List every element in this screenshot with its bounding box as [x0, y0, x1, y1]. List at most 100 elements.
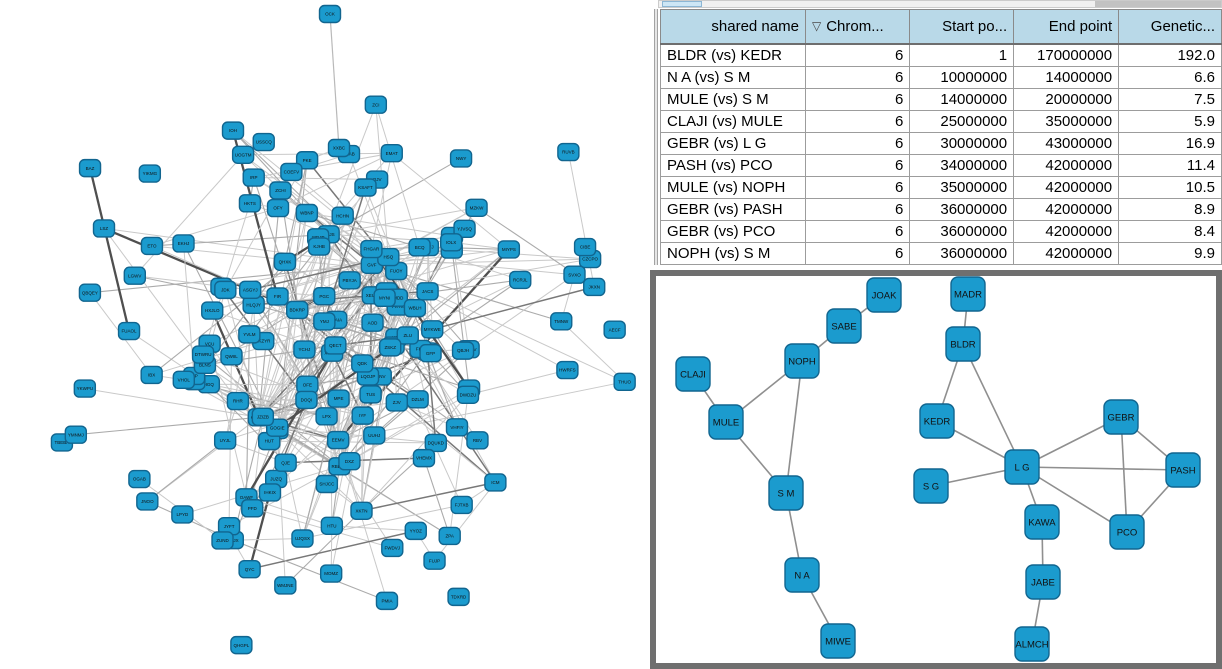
node-shape[interactable]	[320, 516, 344, 535]
network-node[interactable]: CIBE	[573, 237, 597, 257]
cell-shared_name[interactable]: GEBR (vs) PCO	[660, 220, 806, 243]
network-node[interactable]: VHOL	[172, 370, 196, 390]
node-shape[interactable]	[273, 252, 297, 271]
network-edge[interactable]	[432, 286, 595, 331]
node-shape[interactable]	[315, 474, 339, 494]
column-header-start_position[interactable]: Start po...	[909, 9, 1015, 45]
network-node[interactable]: RHR	[226, 391, 250, 411]
cell-shared_name[interactable]: N A (vs) S M	[660, 66, 806, 89]
network-edge[interactable]	[560, 320, 626, 383]
node-shape[interactable]	[239, 280, 262, 300]
node-shape[interactable]	[140, 236, 164, 256]
column-header-end_point[interactable]: End point	[1013, 9, 1120, 45]
network-edge[interactable]	[962, 343, 1023, 468]
cell-end_point[interactable]: 42000000	[1013, 154, 1120, 177]
node-shape[interactable]	[1024, 504, 1060, 540]
node-shape[interactable]	[221, 121, 245, 140]
network-node[interactable]: QJE	[274, 453, 297, 472]
node-shape[interactable]	[78, 283, 102, 302]
node-shape[interactable]	[241, 499, 264, 518]
node-shape[interactable]	[238, 194, 262, 213]
node-shape[interactable]	[583, 277, 606, 297]
node-shape[interactable]	[128, 469, 151, 489]
network-edge[interactable]	[467, 369, 568, 396]
network-edge[interactable]	[275, 309, 298, 479]
table-row[interactable]: MULE (vs) NOPH 6 35000000 42000000 10.5	[660, 176, 1222, 199]
node-shape[interactable]	[396, 326, 419, 345]
node-shape[interactable]	[364, 95, 388, 114]
network-node[interactable]: FJTXB	[450, 495, 473, 515]
network-edge[interactable]	[151, 233, 330, 376]
network-node[interactable]: UUHJ	[363, 426, 386, 445]
node-shape[interactable]	[351, 354, 374, 373]
node-shape[interactable]	[351, 406, 374, 425]
column-header-genetic[interactable]: Genetic...	[1118, 9, 1222, 45]
network-edge[interactable]	[237, 400, 327, 417]
network-node[interactable]: PMIA	[375, 591, 399, 611]
network-edge[interactable]	[103, 228, 206, 366]
network-edge[interactable]	[785, 360, 803, 494]
cell-end_point[interactable]: 42000000	[1013, 176, 1120, 199]
network-node[interactable]: ZPA	[438, 526, 461, 546]
network-edge[interactable]	[248, 492, 272, 570]
network-node[interactable]: NWY	[449, 149, 473, 168]
table-row[interactable]: GEBR (vs) L G 6 30000000 43000000 16.9	[660, 132, 1222, 155]
node-shape[interactable]	[172, 234, 195, 253]
column-header-chromosome[interactable]: ▽ Chrom...	[804, 9, 911, 45]
cell-genetic[interactable]: 192.0	[1118, 43, 1222, 67]
node-shape[interactable]	[450, 495, 473, 515]
node-shape[interactable]	[327, 389, 350, 408]
node-shape[interactable]	[338, 271, 361, 290]
node-shape[interactable]	[201, 301, 224, 320]
cell-start_position[interactable]: 1	[909, 43, 1015, 67]
network-node[interactable]: PKE	[295, 151, 319, 170]
network-node[interactable]: PGC	[313, 287, 336, 306]
cell-genetic[interactable]: 8.4	[1118, 220, 1222, 243]
network-node[interactable]: NOPH	[784, 343, 820, 379]
network-edge[interactable]	[434, 482, 496, 561]
network-edge[interactable]	[306, 212, 453, 237]
network-node[interactable]: FUJP	[423, 551, 446, 570]
cell-chromosome[interactable]: 6	[804, 43, 911, 67]
node-shape[interactable]	[359, 385, 382, 404]
cell-start_position[interactable]: 34000000	[909, 154, 1015, 177]
node-shape[interactable]	[820, 623, 856, 659]
cell-start_position[interactable]: 35000000	[909, 176, 1015, 199]
node-shape[interactable]	[73, 379, 97, 398]
node-shape[interactable]	[421, 320, 444, 339]
network-edge[interactable]	[1120, 416, 1128, 533]
network-node[interactable]: MYNI	[373, 288, 396, 308]
network-edge[interactable]	[146, 440, 226, 502]
network-node[interactable]: KEDR	[919, 403, 955, 439]
node-shape[interactable]	[318, 4, 342, 24]
node-shape[interactable]	[280, 162, 303, 182]
cell-start_position[interactable]: 25000000	[909, 110, 1015, 133]
network-edge[interactable]	[204, 364, 350, 462]
network-node[interactable]: YIKMG	[138, 164, 162, 183]
network-node[interactable]: BDKRP	[286, 300, 309, 320]
subnetwork-graph[interactable]: JOAK MADR SABE BLDR NOPH CLAJI GEBR KEDR MULE L G…	[656, 276, 1216, 663]
node-shape[interactable]	[361, 313, 384, 332]
node-shape[interactable]	[563, 265, 586, 284]
network-node[interactable]: QBJH	[451, 341, 475, 360]
network-node[interactable]: EMAT	[380, 144, 403, 163]
node-shape[interactable]	[242, 168, 265, 187]
network-edge[interactable]	[331, 466, 341, 526]
node-shape[interactable]	[326, 430, 350, 450]
table-row[interactable]: GEBR (vs) PCO 6 36000000 42000000 8.4	[660, 220, 1222, 243]
node-shape[interactable]	[1103, 399, 1139, 435]
node-shape[interactable]	[269, 181, 292, 200]
table-row[interactable]: PASH (vs) PCO 6 34000000 42000000 11.4	[660, 154, 1222, 177]
node-shape[interactable]	[319, 564, 343, 583]
filter-icon[interactable]: ▽	[811, 19, 822, 33]
node-shape[interactable]	[419, 343, 442, 363]
node-shape[interactable]	[138, 164, 162, 183]
network-node[interactable]: ETO	[140, 236, 164, 256]
table-row[interactable]: GEBR (vs) PASH 6 36000000 42000000 8.9	[660, 198, 1222, 221]
cell-chromosome[interactable]: 6	[804, 242, 911, 265]
network-edge[interactable]	[1021, 466, 1184, 471]
subnetwork-panel[interactable]: JOAK MADR SABE BLDR NOPH CLAJI GEBR KEDR MULE L G…	[650, 270, 1222, 669]
network-edge[interactable]	[361, 415, 364, 511]
node-shape[interactable]	[64, 425, 88, 444]
network-node[interactable]: TUS	[359, 385, 382, 404]
